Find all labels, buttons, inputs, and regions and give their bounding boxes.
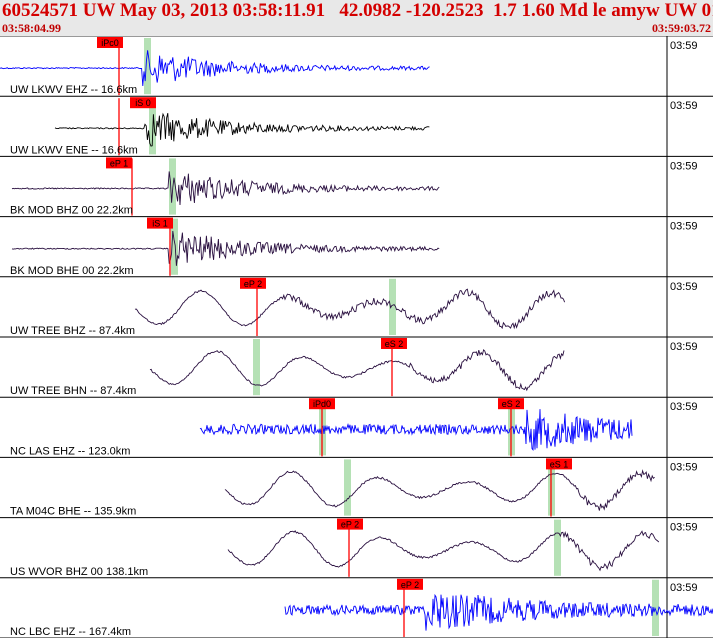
trace-row[interactable]: eS 2 UW TREE BHN -- 87.4km 03:59 <box>0 337 713 398</box>
pick-label: iS 0 <box>135 98 151 108</box>
event-title: 60524571 UW May 03, 2013 03:58:11.91 42.… <box>2 0 713 21</box>
pick-label-box[interactable] <box>381 338 407 349</box>
station-label: NC LAS EHZ -- 123.0km <box>10 445 130 457</box>
pick-window-bar <box>554 519 561 576</box>
pick-window-bar <box>389 278 396 335</box>
waveform-trace <box>199 409 633 451</box>
trace-row[interactable]: eP 2 NC LBC EHZ -- 167.4km 03:59 <box>0 577 713 638</box>
pick-window-bar <box>652 579 659 636</box>
station-label: UW LKWV EHZ -- 16.6km <box>10 84 137 96</box>
pick-window-bar <box>144 38 151 95</box>
seismogram-canvas[interactable]: iPc0 UW LKWV EHZ -- 16.6km 03:59 iS 0 UW LKW… <box>0 36 713 638</box>
pick-label-box[interactable] <box>397 578 423 590</box>
pick-label-box[interactable] <box>337 518 363 530</box>
trace-row[interactable]: iPc0 UW LKWV EHZ -- 16.6km 03:59 <box>0 36 713 97</box>
waveform-trace <box>284 593 713 631</box>
station-label: UW TREE BHZ -- 87.4km <box>10 325 135 337</box>
pick-label: iS 1 <box>152 219 168 229</box>
waveform-trace <box>11 230 440 266</box>
waveform-trace <box>11 171 440 206</box>
trace-row[interactable]: iS 0 UW LKWV ENE -- 16.6km 03:59 <box>0 96 713 157</box>
event-header: 60524571 UW May 03, 2013 03:58:11.91 42.… <box>0 0 713 37</box>
waveform-trace <box>224 469 655 511</box>
pick-window-bar <box>253 339 260 396</box>
time-label: 03:59 <box>670 281 698 293</box>
pick-label-box[interactable] <box>97 37 123 48</box>
pick-label: eS 2 <box>385 339 404 349</box>
pick-label: eP 2 <box>401 580 419 590</box>
waveform-trace <box>54 112 430 147</box>
pick-label-box[interactable] <box>106 157 132 169</box>
time-label: 03:59 <box>670 160 698 172</box>
pick-label: eS 1 <box>550 459 569 469</box>
pick-label: iPc0 <box>101 38 119 48</box>
trace-row[interactable]: iPd0 eS 2 NC LAS EHZ -- 123.0km 03:59 <box>0 397 713 458</box>
time-label: 03:59 <box>670 40 698 52</box>
pick-label-box[interactable] <box>309 398 335 410</box>
pick-label: eP 2 <box>341 520 359 530</box>
pick-window-bar <box>344 459 351 516</box>
time-label: 03:59 <box>670 341 698 353</box>
waveform-trace <box>227 530 660 572</box>
start-time: 03:58:04.99 <box>2 21 61 35</box>
pick-label-box[interactable] <box>240 277 266 289</box>
time-label: 03:59 <box>670 582 698 594</box>
pick-window-bar <box>171 218 178 275</box>
pick-label-box[interactable] <box>498 398 524 410</box>
trace-row[interactable]: eP 2 US WVOR BHZ 00 138.1km 03:59 <box>0 517 713 579</box>
trace-row[interactable]: eP 2 UW TREE BHZ -- 87.4km 03:59 <box>0 276 713 338</box>
trace-row[interactable]: eS 1 TA M04C BHE -- 135.9km 03:59 <box>0 457 713 519</box>
station-label: UW LKWV ENE -- 16.6km <box>10 144 138 156</box>
station-label: BK MOD BHZ 00 22.2km <box>10 205 133 217</box>
trace-row[interactable]: iS 1 BK MOD BHE 00 22.2km 03:59 <box>0 216 713 278</box>
station-label: BK MOD BHE 00 22.2km <box>10 265 134 277</box>
end-time: 03:59:03.72 <box>652 21 711 35</box>
pick-label-box[interactable] <box>130 97 156 109</box>
waveform-trace <box>134 288 566 330</box>
time-label: 03:59 <box>670 221 698 233</box>
seismogram-panel[interactable]: iPc0 UW LKWV EHZ -- 16.6km 03:59 iS 0 UW LKW… <box>0 36 713 638</box>
pick-label-box[interactable] <box>546 458 572 470</box>
trace-row[interactable]: eP 1 BK MOD BHZ 00 22.2km 03:59 <box>0 156 713 218</box>
station-label: UW TREE BHN -- 87.4km <box>10 385 136 397</box>
station-label: NC LBC EHZ -- 167.4km <box>10 626 131 638</box>
station-label: US WVOR BHZ 00 138.1km <box>10 566 148 578</box>
time-label: 03:59 <box>670 522 698 534</box>
pick-label-box[interactable] <box>147 217 173 229</box>
pick-label: eP 2 <box>244 279 262 289</box>
pick-label: iPd0 <box>313 399 331 409</box>
station-label: TA M04C BHE -- 135.9km <box>10 506 136 518</box>
pick-label: eS 2 <box>502 399 521 409</box>
time-label: 03:59 <box>670 401 698 413</box>
waveform-trace <box>149 349 565 392</box>
waveform-trace <box>0 50 430 87</box>
time-label: 03:59 <box>670 100 698 112</box>
time-label: 03:59 <box>670 461 698 473</box>
pick-label: eP 1 <box>110 158 128 168</box>
